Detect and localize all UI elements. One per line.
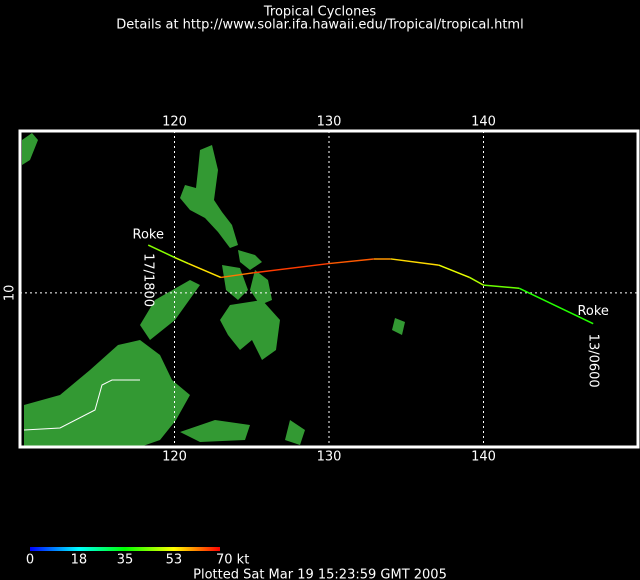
storm-name: Roke [577,304,608,319]
land-mass [180,145,238,248]
colorbar-label: 53 [166,553,183,568]
land-mass [220,300,280,360]
land-mass [392,318,405,335]
track-segment [147,244,175,259]
land-mass [140,280,200,340]
track-segment [328,258,374,265]
x-tick-label: 140 [471,115,496,130]
land-mass [238,250,262,270]
track-segment [438,264,470,279]
colorbar-label: 70 kt [216,553,249,568]
x-tick-label: 120 [162,450,187,465]
track-segment [220,272,254,279]
land-mass [22,133,38,165]
storm-time: 13/0600 [586,334,601,388]
x-tick-label: 130 [317,450,342,465]
x-tick-label: 120 [162,115,187,130]
storm-time: 17/1800 [141,253,156,307]
subtitle: Details at http://www.solar.ifa.hawaii.e… [116,18,523,33]
track-segment [469,276,484,286]
footer: Plotted Sat Mar 19 15:23:59 GMT 2005 [193,568,447,580]
land-mass [24,340,190,447]
border-line [23,379,140,431]
land-mass [250,270,272,305]
colorbar-label: 18 [71,553,88,568]
track-segment [253,262,330,274]
storm-name: Roke [133,228,164,243]
track-segment [518,287,594,325]
colorbar [30,547,220,551]
y-tick-label: 10 [3,285,18,302]
track-segment [174,256,189,265]
track-segment [188,262,222,279]
track-segment [483,284,520,289]
land-mass [222,265,248,300]
colorbar-label: 0 [26,553,34,568]
x-tick-label: 130 [317,115,342,130]
title: Tropical Cyclones [263,5,376,20]
colorbar-label: 35 [117,553,134,568]
land-mass [285,420,305,445]
track-segment [390,258,439,266]
land [22,133,405,447]
x-tick-label: 140 [471,450,496,465]
land-mass [180,420,250,442]
